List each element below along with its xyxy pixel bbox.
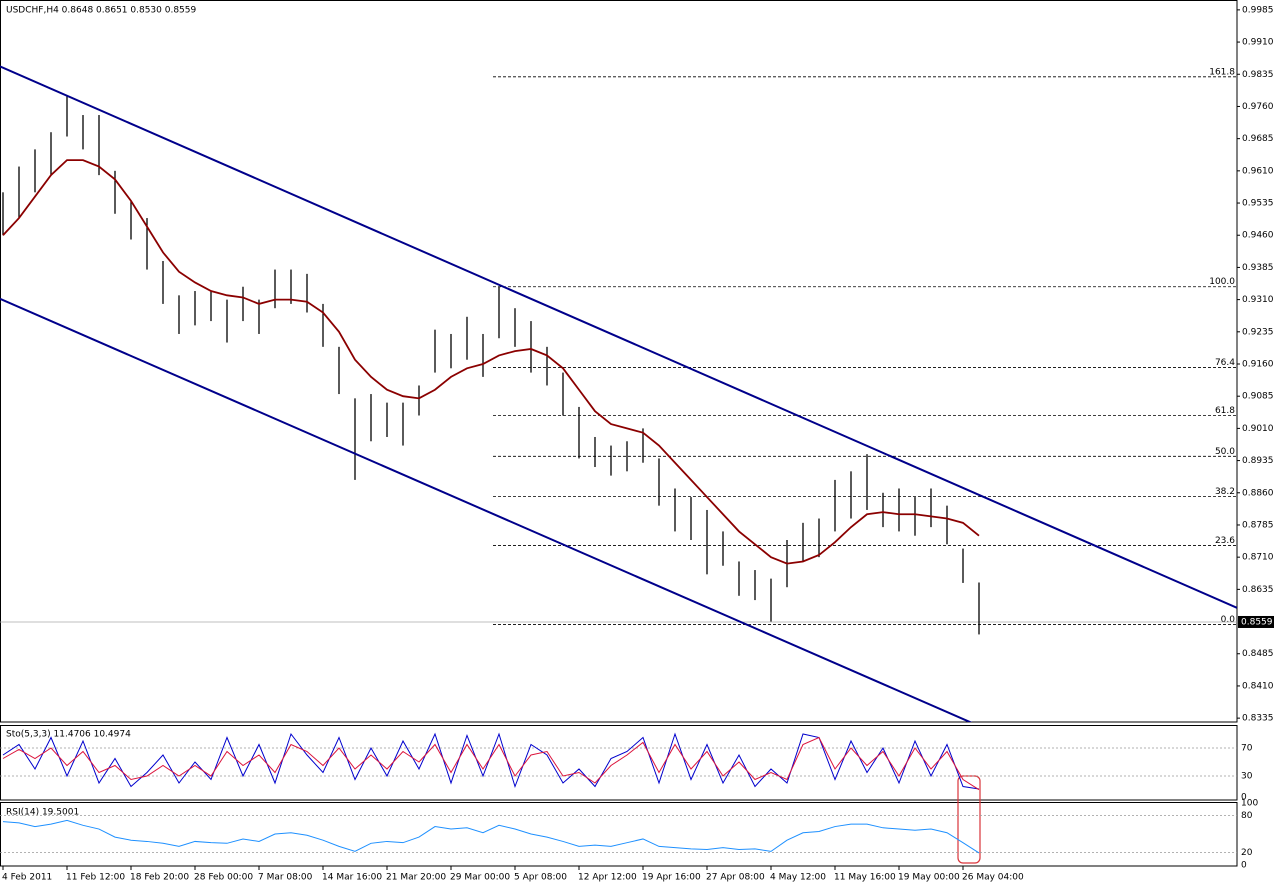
y-tick-label: 0.8935 (1242, 456, 1274, 466)
y-tick-label: 0.9835 (1242, 70, 1274, 80)
x-tick-label: 29 Mar 00:00 (450, 873, 510, 883)
x-tick-label: 18 Feb 20:00 (130, 873, 189, 883)
x-tick-label: 26 May 04:00 (962, 873, 1024, 883)
stoch-panel (0, 725, 1238, 801)
y-tick-label: 0.9610 (1242, 166, 1274, 176)
fib-label: 100.0 (1209, 277, 1235, 287)
fib-label: 50.0 (1215, 447, 1235, 457)
y-tick-label: 0.9760 (1242, 102, 1274, 112)
fib-label: 0.0 (1221, 615, 1236, 625)
main-panel (0, 0, 1238, 723)
y-tick-label: 0 (1241, 861, 1247, 871)
x-tick-label: 4 Feb 2011 (2, 873, 52, 883)
y-tick-label: 80 (1241, 811, 1253, 821)
channel-line (0, 65, 1237, 609)
y-tick-label: 0.9460 (1242, 231, 1274, 241)
rsi-panel (0, 802, 1238, 867)
y-tick-label: 0.8860 (1242, 488, 1274, 498)
x-tick-label: 21 Mar 20:00 (386, 873, 446, 883)
y-tick-label: 0.9160 (1242, 360, 1274, 370)
y-tick-label: 0.9010 (1242, 424, 1274, 434)
indicator-line (2, 736, 980, 791)
fib-label: 161.8 (1209, 67, 1235, 77)
y-tick-label: 70 (1241, 744, 1253, 754)
stoch-label: Sto(5,3,3) 11.4706 10.4974 (6, 730, 131, 740)
y-tick-label: 0.9910 (1242, 38, 1274, 48)
y-tick-label: 0.8635 (1242, 585, 1274, 595)
y-tick-label: 0.9085 (1242, 392, 1274, 402)
y-tick-label: 0.9385 (1242, 263, 1274, 273)
fib-label: 38.2 (1215, 487, 1235, 497)
y-tick-label: 0.9535 (1242, 199, 1274, 209)
y-tick-label: 0.8335 (1242, 714, 1274, 724)
fib-label: 23.6 (1215, 536, 1235, 546)
indicator-line (2, 732, 980, 790)
x-tick-label: 11 May 16:00 (834, 873, 896, 883)
rsi-label: RSI(14) 19.5001 (6, 808, 79, 818)
y-tick-label: 0.8485 (1242, 649, 1274, 659)
chart-title: USDCHF,H4 0.8648 0.8651 0.8530 0.8559 (6, 6, 196, 16)
y-tick-label: 100 (1241, 799, 1258, 809)
x-tick-label: 19 Apr 16:00 (642, 873, 701, 883)
fib-label: 61.8 (1215, 406, 1235, 416)
y-tick-label: 30 (1241, 772, 1253, 782)
y-tick-label: 0.8710 (1242, 553, 1274, 563)
x-tick-label: 14 Mar 16:00 (322, 873, 382, 883)
y-tick-label: 0.9985 (1242, 5, 1274, 15)
x-tick-label: 4 May 12:00 (770, 873, 826, 883)
y-tick-label: 0 (1241, 793, 1247, 803)
indicator-line (2, 819, 980, 854)
y-tick-label: 20 (1241, 848, 1253, 858)
y-tick-label: 0.8410 (1242, 681, 1274, 691)
moving-average (2, 159, 980, 565)
x-tick-label: 28 Feb 00:00 (194, 873, 253, 883)
channel-line (0, 297, 973, 722)
y-tick-label: 0.8785 (1242, 520, 1274, 530)
y-tick-label: 0.9685 (1242, 134, 1274, 144)
x-tick-label: 27 Apr 08:00 (706, 873, 765, 883)
x-tick-label: 12 Apr 12:00 (578, 873, 637, 883)
x-tick-label: 5 Apr 08:00 (514, 873, 567, 883)
x-tick-label: 11 Feb 12:00 (66, 873, 125, 883)
y-tick-label: 0.9310 (1242, 295, 1274, 305)
price-tag (1238, 615, 1274, 628)
y-tick-label: 0.9235 (1242, 327, 1274, 337)
price-tag-label: 0.8559 (1241, 617, 1273, 627)
fib-label: 76.4 (1215, 358, 1235, 368)
x-tick-label: 19 May 00:00 (898, 873, 960, 883)
x-tick-label: 7 Mar 08:00 (258, 873, 313, 883)
